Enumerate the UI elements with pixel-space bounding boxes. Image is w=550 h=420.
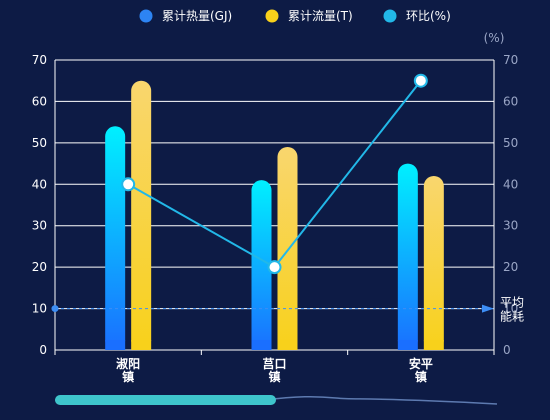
left-axis-tick-label: 20 <box>32 260 47 274</box>
right-axis-tick-label: 50 <box>503 136 518 150</box>
legend-label[interactable]: 累计热量(GJ) <box>162 9 232 23</box>
legend-marker[interactable] <box>139 9 153 23</box>
right-axis-tick-label: 10 <box>503 302 518 316</box>
legend-marker[interactable] <box>383 9 397 23</box>
average-line-arrow <box>482 304 494 313</box>
ratio-point[interactable] <box>267 260 282 275</box>
bar-flow-base <box>131 340 152 350</box>
bar-heat[interactable] <box>105 126 126 351</box>
right-axis-unit: (%) <box>484 31 505 45</box>
bars <box>105 80 444 351</box>
ratio-point[interactable] <box>121 177 136 192</box>
category-label: 安平镇 <box>409 356 433 384</box>
left-axis-tick-label: 50 <box>32 136 47 150</box>
bar-heat-base <box>251 340 272 350</box>
bar-flow-base <box>277 340 298 350</box>
bar-flow[interactable] <box>131 80 152 350</box>
right-axis-tick-label: 0 <box>503 343 511 357</box>
ratio-line <box>127 80 422 269</box>
right-axis-tick-label: 30 <box>503 219 518 233</box>
legend-label[interactable]: 环比(%) <box>406 9 451 23</box>
left-axis-tick-label: 60 <box>32 94 47 108</box>
left-axis-tick-label: 0 <box>39 343 47 357</box>
average-line-label: 平均能耗 <box>500 296 524 324</box>
legend[interactable]: 累计热量(GJ) 累计流量(T) 环比(%) <box>139 9 451 23</box>
bar-flow[interactable] <box>277 147 298 350</box>
right-axis-tick-label: 60 <box>503 94 518 108</box>
left-axis-tick-label: 40 <box>32 177 47 191</box>
right-axis-tick-label: 20 <box>503 260 518 274</box>
average-mark-line: 平均能耗 <box>51 296 524 324</box>
ratio-line-series <box>121 73 428 275</box>
right-axis-tick-label: 40 <box>503 177 518 191</box>
left-axis-tick-label: 30 <box>32 219 47 233</box>
ratio-point[interactable] <box>413 73 428 88</box>
bar-heat-base <box>397 340 418 350</box>
bar-heat-base <box>105 340 126 350</box>
left-axis-tick-label: 10 <box>32 302 47 316</box>
average-line-start-dot <box>51 305 59 313</box>
zoom-preview-line <box>55 395 498 405</box>
axes: 0 10 20 30 40 50 60 70 0 10 20 30 40 50 60 70 (%) 淑阳镇 莒口镇 安… <box>32 31 519 384</box>
bar-flow-base <box>423 340 444 350</box>
bar-heat[interactable] <box>397 163 418 350</box>
bar-heat[interactable] <box>251 180 272 350</box>
category-label: 莒口镇 <box>262 356 286 384</box>
left-axis-tick-label: 70 <box>32 53 47 67</box>
legend-marker[interactable] <box>265 9 279 23</box>
data-zoom-slider[interactable] <box>55 395 498 405</box>
bar-flow[interactable] <box>423 176 444 350</box>
right-axis-tick-label: 70 <box>503 53 518 67</box>
category-label: 淑阳镇 <box>116 356 140 384</box>
legend-label[interactable]: 累计流量(T) <box>288 9 353 23</box>
zoom-range-handle[interactable] <box>55 395 276 405</box>
